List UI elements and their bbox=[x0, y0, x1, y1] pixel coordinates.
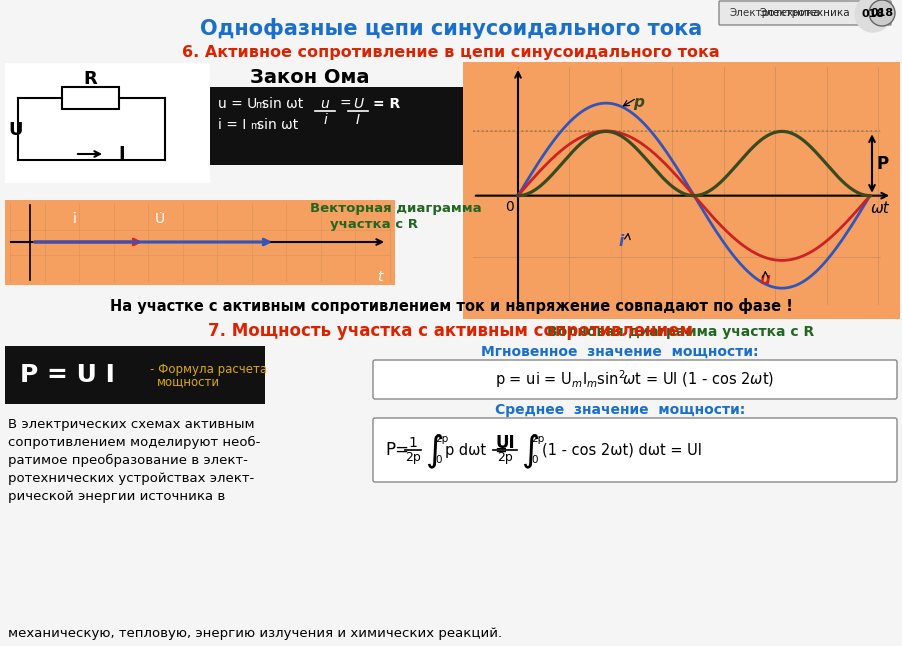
Text: - Формула расчета: - Формула расчета bbox=[150, 362, 267, 375]
Text: Волновая диаграмма участка с R: Волновая диаграмма участка с R bbox=[547, 325, 814, 339]
Text: участка с R: участка с R bbox=[329, 218, 418, 231]
Text: sin ωt: sin ωt bbox=[262, 97, 303, 111]
Text: u: u bbox=[320, 97, 329, 111]
Bar bbox=[5, 200, 394, 285]
Bar bbox=[463, 62, 899, 319]
Bar bbox=[5, 346, 264, 404]
Text: мощности: мощности bbox=[157, 375, 220, 388]
Text: Среднее  значение  мощности:: Среднее значение мощности: bbox=[494, 403, 744, 417]
Text: m: m bbox=[254, 100, 264, 110]
Text: U: U bbox=[353, 97, 363, 111]
Text: u: u bbox=[759, 271, 769, 287]
Text: ωt: ωt bbox=[870, 201, 889, 216]
Text: Электротехника: Электротехника bbox=[759, 8, 850, 18]
Text: 2p: 2p bbox=[405, 452, 420, 464]
Text: ратимое преобразование в элект-: ратимое преобразование в элект- bbox=[8, 454, 248, 467]
Text: i: i bbox=[618, 234, 623, 249]
Text: 2p: 2p bbox=[530, 434, 544, 444]
Text: i: i bbox=[323, 113, 327, 127]
Text: В электрических схемах активным: В электрических схемах активным bbox=[8, 418, 254, 431]
Text: 2p: 2p bbox=[435, 434, 447, 444]
Text: 0: 0 bbox=[530, 455, 537, 465]
Text: u = U: u = U bbox=[217, 97, 257, 111]
FancyBboxPatch shape bbox=[718, 1, 890, 25]
Text: =: = bbox=[340, 97, 351, 111]
Text: U̇: U̇ bbox=[155, 212, 165, 226]
Text: Мгновенное  значение  мощности:: Мгновенное значение мощности: bbox=[481, 345, 758, 359]
Text: Закон Ома: Закон Ома bbox=[250, 68, 369, 87]
Text: i = I: i = I bbox=[217, 118, 246, 132]
Text: $\int$: $\int$ bbox=[520, 433, 538, 471]
Text: механическую, тепловую, энергию излучения и химических реакций.: механическую, тепловую, энергию излучени… bbox=[8, 627, 502, 640]
Text: U: U bbox=[8, 121, 23, 139]
Text: (1 - cos 2ωt) dωt = UI: (1 - cos 2ωt) dωt = UI bbox=[541, 443, 701, 457]
Text: p = ui = U$_m$I$_m$sin$^2\!\omega$t = UI (1 - cos 2$\omega$t): p = ui = U$_m$I$_m$sin$^2\!\omega$t = UI… bbox=[495, 368, 774, 390]
Text: 7. Мощность участка с активным сопротивлением: 7. Мощность участка с активным сопротивл… bbox=[208, 322, 693, 340]
Text: 018: 018 bbox=[870, 8, 893, 18]
Text: p: p bbox=[632, 95, 643, 110]
Text: $\int$: $\int$ bbox=[425, 433, 443, 471]
Text: На участке с активным сопротивлением ток и напряжение совпадают по фазе !: На участке с активным сопротивлением ток… bbox=[109, 298, 792, 314]
Text: 018: 018 bbox=[861, 9, 884, 19]
Text: sin ωt: sin ωt bbox=[257, 118, 298, 132]
Text: 1: 1 bbox=[408, 436, 417, 450]
FancyBboxPatch shape bbox=[373, 418, 896, 482]
Text: 2p: 2p bbox=[497, 452, 512, 464]
Circle shape bbox=[854, 0, 890, 32]
Text: i̇: i̇ bbox=[73, 212, 77, 226]
Text: I: I bbox=[355, 113, 360, 127]
Text: 0: 0 bbox=[505, 200, 513, 214]
Text: Однофазные цепи синусоидального тока: Однофазные цепи синусоидального тока bbox=[199, 18, 702, 39]
Bar bbox=[5, 63, 210, 183]
Text: 6. Активное сопротивление в цепи синусоидального тока: 6. Активное сопротивление в цепи синусои… bbox=[182, 45, 719, 60]
Bar bbox=[62, 87, 119, 109]
Text: R: R bbox=[83, 70, 97, 88]
FancyBboxPatch shape bbox=[373, 360, 896, 399]
Text: I: I bbox=[118, 145, 124, 163]
Text: t: t bbox=[377, 270, 382, 284]
Text: сопротивлением моделируют необ-: сопротивлением моделируют необ- bbox=[8, 436, 260, 449]
Text: = R: = R bbox=[373, 97, 400, 111]
Text: Электротехника: Электротехника bbox=[729, 8, 820, 18]
Text: p dωt  =: p dωt = bbox=[445, 443, 507, 457]
Text: m: m bbox=[250, 121, 259, 131]
Text: P: P bbox=[876, 154, 888, 172]
Text: P = U I: P = U I bbox=[20, 363, 115, 387]
Text: 0: 0 bbox=[435, 455, 441, 465]
Text: Векторная диаграмма: Векторная диаграмма bbox=[309, 202, 481, 215]
Text: ротехнических устройствах элект-: ротехнических устройствах элект- bbox=[8, 472, 254, 485]
Bar bbox=[210, 87, 480, 165]
Text: P=: P= bbox=[384, 441, 409, 459]
Text: UI: UI bbox=[494, 434, 514, 452]
Text: рической энергии источника в: рической энергии источника в bbox=[8, 490, 225, 503]
Circle shape bbox=[868, 0, 894, 26]
